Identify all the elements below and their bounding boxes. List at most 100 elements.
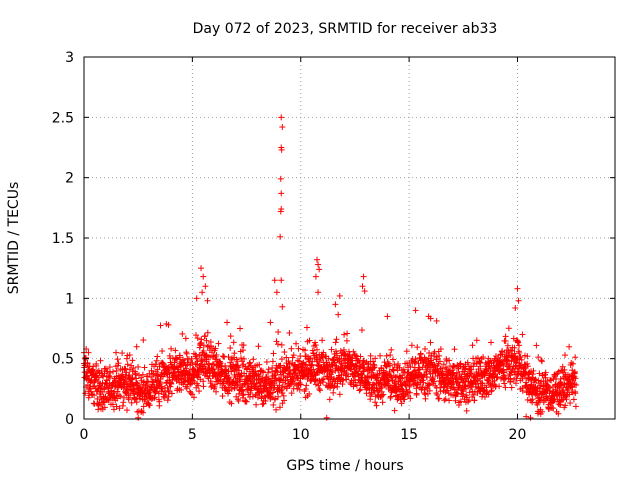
data-point [371,364,378,371]
x-tick-label: 15 [400,427,418,443]
data-point [233,382,240,389]
data-point [281,397,288,404]
data-point [244,386,251,393]
data-point [312,342,319,349]
data-point [412,359,419,366]
data-point [278,114,285,121]
data-point [97,357,104,364]
data-point [189,377,196,384]
data-point [212,381,219,388]
data-point [187,389,194,396]
data-point [303,382,310,389]
data-point [214,376,221,383]
data-point [115,392,122,399]
data-point [219,393,226,400]
data-point [228,400,235,407]
data-point [485,377,492,384]
data-point [451,346,458,353]
data-point [387,362,394,369]
data-point [357,353,364,360]
data-point [380,391,387,398]
data-point [115,360,122,367]
data-point [193,295,200,302]
data-point [109,401,116,408]
data-point [333,350,340,357]
data-point [471,360,478,367]
data-point [271,277,278,284]
data-point [194,335,201,342]
data-point [129,374,136,381]
data-point [203,337,210,344]
data-point [571,368,578,375]
data-point [446,357,453,364]
data-point [176,354,183,361]
data-point [263,359,270,366]
data-point [306,337,313,344]
y-tick-label: 1.5 [52,231,74,247]
data-point [114,388,121,395]
data-point [519,331,526,338]
data-point [335,311,342,318]
data-point [193,361,200,368]
data-point [512,380,519,387]
data-point [407,395,414,402]
data-point [288,345,295,352]
data-point [227,333,234,340]
data-point [276,404,283,411]
data-point [123,407,130,414]
data-point [361,288,368,295]
data-point [410,368,417,375]
data-point [182,335,189,342]
data-point [151,395,158,402]
data-point [168,390,175,397]
data-point [408,342,415,349]
data-point [434,391,441,398]
data-point [515,297,522,304]
data-point [332,301,339,308]
data-point [168,345,175,352]
data-point [431,353,438,360]
data-point [533,342,540,349]
data-point [107,374,114,381]
x-axis-label: GPS time / hours [286,458,403,474]
data-point [135,363,142,370]
data-point [367,352,374,359]
data-point [544,378,551,385]
data-point [130,364,137,371]
data-point [225,353,232,360]
data-point [425,382,432,389]
data-point [542,374,549,381]
data-point [278,341,285,348]
data-point [449,381,456,388]
data-point [376,370,383,377]
data-point [336,292,343,299]
data-point [436,358,443,365]
data-point [154,353,161,360]
data-point [110,406,117,413]
data-point [457,360,464,367]
data-point [466,389,473,396]
data-point [514,285,521,292]
data-point [330,389,337,396]
data-point [328,346,335,353]
data-point [207,378,214,385]
data-point [213,351,220,358]
data-point [496,383,503,390]
data-point [407,363,414,370]
data-point [247,377,254,384]
data-point [400,366,407,373]
data-point [372,355,379,362]
data-point [310,366,317,373]
data-point [542,369,549,376]
data-point [327,366,334,373]
data-point [139,371,146,378]
data-point [474,355,481,362]
data-point [283,385,290,392]
data-point [433,317,440,324]
data-point [212,345,219,352]
data-point [148,367,155,374]
data-point [572,403,579,410]
y-tick-label: 0 [65,412,74,428]
data-point [451,386,458,393]
data-point [534,401,541,408]
